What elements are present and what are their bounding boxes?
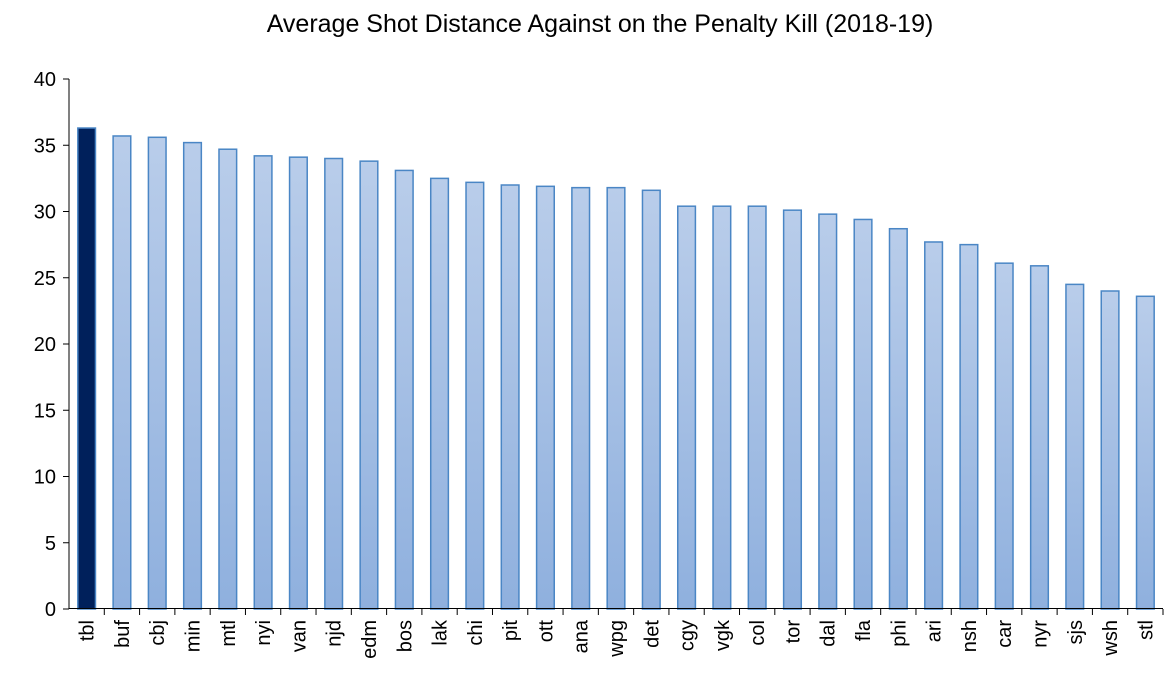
bars	[77, 127, 1155, 610]
bar-tbl	[77, 127, 97, 610]
y-tick-label: 15	[34, 400, 56, 422]
bar-buf	[112, 135, 132, 610]
x-tick-label-edm: edm	[359, 620, 381, 659]
x-tick-label-vgk: vgk	[712, 619, 734, 651]
bar-nyi	[253, 155, 273, 610]
x-tick-label-phi: phi	[888, 620, 910, 647]
bar-ari	[924, 241, 944, 610]
bar-van	[288, 156, 308, 610]
x-tick-label-fla: fla	[853, 619, 875, 641]
bar-chi	[465, 181, 485, 610]
x-tick-label-nsh: nsh	[959, 620, 981, 652]
x-tick-label-van: van	[288, 620, 310, 652]
bar-cgy	[677, 205, 697, 610]
x-tick-label-car: car	[994, 620, 1016, 648]
x-tick-label-ott: ott	[535, 620, 557, 643]
x-tick-label-cbj: cbj	[147, 620, 169, 646]
bar-pit	[500, 184, 520, 610]
bar-car	[994, 262, 1014, 610]
x-axis-labels: tbl buf cbj min mtl nyi van njd edm bos lak chi pit o…	[77, 609, 1164, 659]
bar-dal	[818, 213, 838, 610]
x-tick-label-bos: bos	[394, 620, 416, 652]
bar-wpg	[606, 186, 626, 610]
x-tick-label-min: min	[183, 620, 205, 652]
x-tick-label-chi: chi	[465, 620, 487, 646]
bar-col	[747, 205, 767, 610]
x-tick-label-col: col	[747, 620, 769, 646]
x-tick-label-tbl: tbl	[77, 620, 99, 641]
bar-wsh	[1100, 290, 1120, 610]
y-tick-label: 25	[34, 268, 56, 290]
x-tick-label-ana: ana	[571, 619, 593, 653]
bar-cbj	[147, 136, 167, 610]
bar-lak	[429, 177, 450, 610]
y-tick-label: 5	[45, 533, 56, 555]
bar-ana	[571, 186, 591, 610]
x-tick-label-buf: buf	[112, 620, 134, 648]
x-tick-label-dal: dal	[818, 620, 840, 647]
bar-ott	[535, 185, 555, 610]
x-tick-label-tor: tor	[782, 620, 804, 644]
y-tick-label: 40	[34, 69, 56, 91]
x-tick-label-det: det	[641, 620, 663, 648]
x-tick-label-lak: lak	[430, 619, 452, 646]
x-tick-label-cgy: cgy	[677, 620, 699, 651]
bar-vgk	[712, 205, 732, 610]
bar-nsh	[959, 243, 979, 610]
bar-fla	[853, 218, 873, 610]
y-tick-label: 0	[45, 599, 56, 621]
bar-edm	[359, 160, 379, 610]
y-tick-label: 30	[34, 202, 56, 224]
y-tick-label: 20	[34, 334, 56, 356]
y-tick-label: 10	[34, 467, 56, 489]
bar-njd	[324, 157, 344, 610]
chart-title: Average Shot Distance Against on the Pen…	[266, 10, 934, 38]
x-tick-label-wsh: wsh	[1100, 620, 1122, 657]
x-tick-label-nyi: nyi	[253, 620, 275, 646]
bar-phi	[888, 227, 908, 610]
y-axis-ticks: 0 5 10 15 20 25 30 35 40	[34, 69, 69, 621]
x-tick-label-pit: pit	[500, 620, 522, 642]
x-tick-label-wpg: wpg	[606, 620, 628, 658]
x-tick-label-mtl: mtl	[218, 620, 240, 647]
bar-nyr	[1029, 265, 1050, 610]
x-tick-label-nyr: nyr	[1029, 620, 1051, 648]
bar-det	[641, 189, 661, 610]
x-tick-label-sjs: sjs	[1065, 620, 1087, 644]
bar-min	[182, 141, 203, 610]
bar-mtl	[218, 148, 238, 610]
bar-stl	[1135, 295, 1155, 610]
x-tick-label-stl: stl	[1135, 620, 1157, 640]
bar-sjs	[1065, 283, 1085, 610]
x-tick-label-ari: ari	[924, 620, 946, 642]
y-tick-label: 35	[34, 135, 56, 157]
bar-bos	[394, 169, 414, 610]
x-tick-label-njd: njd	[324, 620, 346, 647]
bar-tor	[782, 209, 803, 610]
